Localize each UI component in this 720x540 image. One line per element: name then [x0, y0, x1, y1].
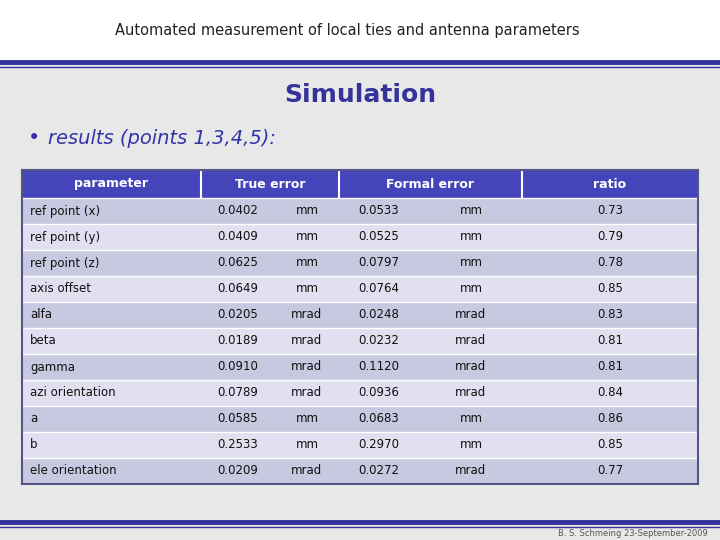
- Text: mm: mm: [459, 438, 482, 451]
- Text: 0.81: 0.81: [597, 334, 623, 348]
- Text: ref point (z): ref point (z): [30, 256, 99, 269]
- Text: mm: mm: [459, 413, 482, 426]
- Text: 0.0936: 0.0936: [359, 387, 400, 400]
- Text: mm: mm: [295, 282, 318, 295]
- Text: 0.79: 0.79: [597, 231, 623, 244]
- Text: 0.81: 0.81: [597, 361, 623, 374]
- Text: 0.0232: 0.0232: [359, 334, 400, 348]
- Circle shape: [1, 6, 62, 56]
- Text: b: b: [30, 438, 37, 451]
- Text: Automated measurement of local ties and antenna parameters: Automated measurement of local ties and …: [115, 24, 580, 38]
- Text: ratio: ratio: [593, 178, 626, 191]
- Text: 0.78: 0.78: [597, 256, 623, 269]
- Text: mm: mm: [459, 205, 482, 218]
- Text: 0.0683: 0.0683: [359, 413, 400, 426]
- Text: mrad: mrad: [455, 334, 487, 348]
- Text: Simulation: Simulation: [284, 83, 436, 107]
- Text: 0.0409: 0.0409: [217, 231, 258, 244]
- Text: mm: mm: [295, 231, 318, 244]
- Text: axis offset: axis offset: [30, 282, 91, 295]
- Text: a: a: [30, 413, 37, 426]
- Text: 0.77: 0.77: [597, 464, 623, 477]
- Text: •: •: [28, 128, 40, 148]
- Text: parameter: parameter: [74, 178, 148, 191]
- Text: 0.85: 0.85: [597, 282, 623, 295]
- Text: 0.0585: 0.0585: [217, 413, 258, 426]
- Text: mm: mm: [295, 438, 318, 451]
- Text: 0.0402: 0.0402: [217, 205, 258, 218]
- Text: 0.0533: 0.0533: [359, 205, 400, 218]
- Text: 0.73: 0.73: [597, 205, 623, 218]
- Text: 0.0272: 0.0272: [359, 464, 400, 477]
- Text: mrad: mrad: [455, 387, 487, 400]
- Text: mrad: mrad: [455, 464, 487, 477]
- Text: 0.2533: 0.2533: [217, 438, 258, 451]
- Text: NVI INC.: NVI INC.: [647, 45, 687, 55]
- Text: 0.84: 0.84: [597, 387, 623, 400]
- Text: 0.0910: 0.0910: [217, 361, 258, 374]
- Text: True error: True error: [235, 178, 305, 191]
- Text: 0.0248: 0.0248: [359, 308, 400, 321]
- Text: 0.0797: 0.0797: [359, 256, 400, 269]
- Text: results (points 1,3,4,5):: results (points 1,3,4,5):: [48, 129, 276, 147]
- Text: 0.0625: 0.0625: [217, 256, 258, 269]
- Text: mrad: mrad: [455, 361, 487, 374]
- Text: 0.0525: 0.0525: [359, 231, 400, 244]
- Text: 0.0209: 0.0209: [217, 464, 258, 477]
- Text: azi orientation: azi orientation: [30, 387, 116, 400]
- Text: mrad: mrad: [292, 361, 323, 374]
- Text: mrad: mrad: [455, 308, 487, 321]
- Text: 0.0189: 0.0189: [217, 334, 258, 348]
- Text: mm: mm: [459, 231, 482, 244]
- Text: beta: beta: [30, 334, 57, 348]
- Text: gamma: gamma: [30, 361, 75, 374]
- Wedge shape: [2, 6, 60, 27]
- Text: mrad: mrad: [292, 464, 323, 477]
- Text: 0.0789: 0.0789: [217, 387, 258, 400]
- Text: alfa: alfa: [30, 308, 52, 321]
- Text: Formal error: Formal error: [386, 178, 474, 191]
- Text: ele orientation: ele orientation: [30, 464, 117, 477]
- Text: 0.0764: 0.0764: [359, 282, 400, 295]
- Text: 0.0649: 0.0649: [217, 282, 258, 295]
- Text: 0.2970: 0.2970: [359, 438, 400, 451]
- Text: mrad: mrad: [292, 387, 323, 400]
- Text: mm: mm: [459, 282, 482, 295]
- Text: B. S. Schmeing 23-September-2009: B. S. Schmeing 23-September-2009: [558, 530, 708, 538]
- Text: NASA: NASA: [14, 26, 49, 36]
- Text: ref point (y): ref point (y): [30, 231, 100, 244]
- Text: mm: mm: [295, 256, 318, 269]
- Text: mrad: mrad: [292, 308, 323, 321]
- Text: mm: mm: [295, 413, 318, 426]
- Text: 0.83: 0.83: [597, 308, 623, 321]
- Text: 0.85: 0.85: [597, 438, 623, 451]
- Text: mm: mm: [295, 205, 318, 218]
- Text: 0.0205: 0.0205: [217, 308, 258, 321]
- Text: 0.1120: 0.1120: [359, 361, 400, 374]
- Text: ref point (x): ref point (x): [30, 205, 100, 218]
- Text: mm: mm: [459, 256, 482, 269]
- Text: mrad: mrad: [292, 334, 323, 348]
- Text: 0.86: 0.86: [597, 413, 623, 426]
